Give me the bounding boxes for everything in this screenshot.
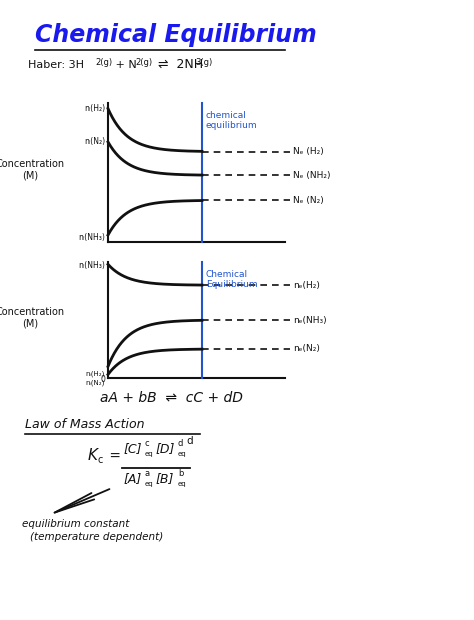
Text: nᵢ(NH₃): nᵢ(NH₃) (78, 261, 105, 270)
Text: 3(g): 3(g) (195, 58, 212, 67)
Text: Concentration
(M): Concentration (M) (0, 307, 64, 329)
Text: Nₑ (H₂): Nₑ (H₂) (293, 147, 324, 156)
Text: 0: 0 (100, 374, 105, 384)
Text: eq: eq (145, 451, 154, 457)
Text: Nₑ (N₂): Nₑ (N₂) (293, 196, 324, 205)
Text: eq: eq (145, 481, 154, 487)
Text: Concentration
(M): Concentration (M) (0, 159, 64, 181)
Text: nᵢ(H₂): nᵢ(H₂) (84, 104, 105, 113)
Text: c: c (145, 439, 150, 448)
Text: chemical
equilibrium: chemical equilibrium (206, 111, 258, 130)
Text: [C]: [C] (124, 442, 143, 455)
Text: Chemical
Equilibrium: Chemical Equilibrium (206, 270, 258, 290)
Text: d: d (178, 439, 183, 448)
Text: K: K (88, 448, 98, 463)
Text: a: a (145, 469, 150, 478)
Text: Law of Mass Action: Law of Mass Action (25, 418, 145, 431)
Text: nₑ(NH₃): nₑ(NH₃) (293, 316, 327, 324)
Text: + N: + N (112, 60, 137, 70)
Text: nₑ(N₂): nₑ(N₂) (293, 345, 320, 353)
Text: nᵢ(H₂): nᵢ(H₂) (86, 370, 105, 377)
Text: nₑ(H₂): nₑ(H₂) (293, 281, 320, 290)
Text: nᵢ(N₂): nᵢ(N₂) (86, 379, 105, 386)
Text: [B]: [B] (156, 472, 174, 485)
Text: [D]: [D] (156, 442, 175, 455)
Text: Haber: 3H: Haber: 3H (28, 60, 84, 70)
Text: 2(g): 2(g) (95, 58, 112, 67)
Text: eq: eq (178, 481, 187, 487)
Text: Chemical Equilibrium: Chemical Equilibrium (35, 23, 317, 47)
Text: b: b (178, 469, 183, 478)
Text: ⇌  2NH: ⇌ 2NH (150, 58, 203, 71)
Text: aA + bB  ⇌  cC + dD: aA + bB ⇌ cC + dD (100, 391, 243, 405)
Text: c: c (98, 455, 103, 465)
Text: d: d (186, 436, 192, 446)
Text: eq: eq (178, 451, 187, 457)
Text: (temperature dependent): (temperature dependent) (30, 532, 163, 542)
Text: [A]: [A] (124, 472, 142, 485)
Text: nᵢ(NH₃): nᵢ(NH₃) (78, 233, 105, 242)
Text: equilibrium constant: equilibrium constant (22, 519, 129, 529)
Text: =: = (105, 449, 121, 463)
Text: 2(g): 2(g) (135, 58, 152, 67)
Text: nᵢ(N₂): nᵢ(N₂) (84, 138, 105, 146)
Text: Nₑ (NH₂): Nₑ (NH₂) (293, 170, 330, 180)
